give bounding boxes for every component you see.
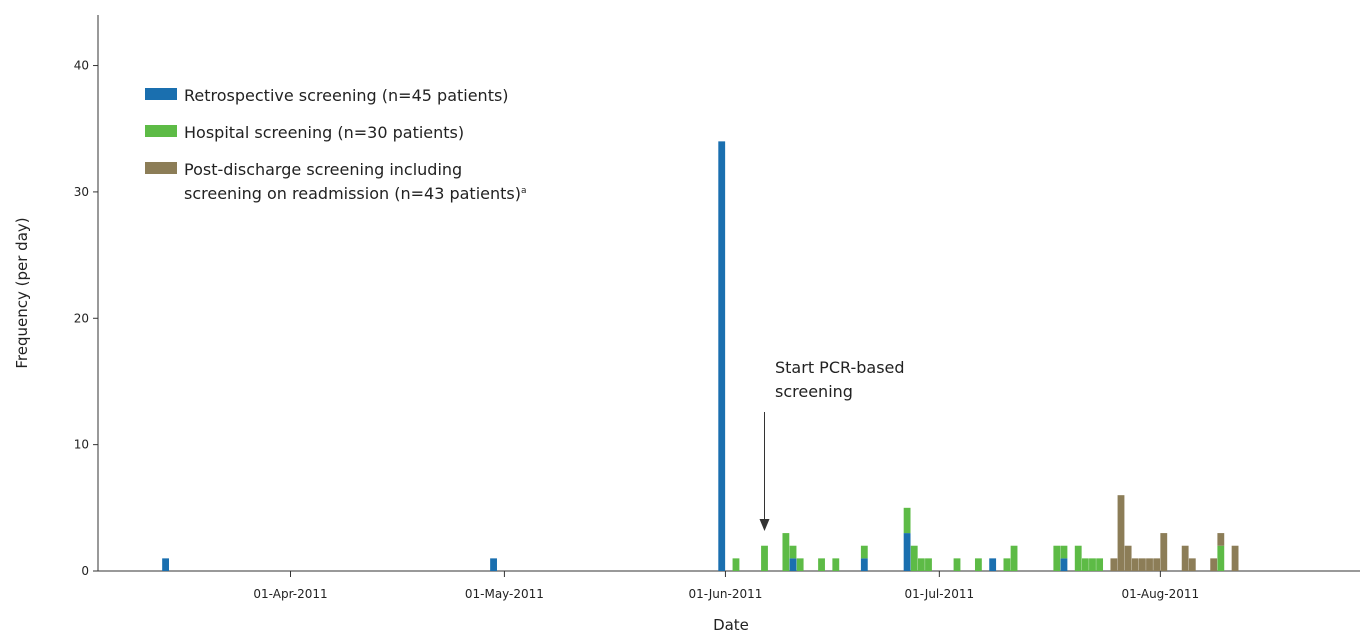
legend-swatch-2: [145, 125, 177, 137]
bar-series-2: [1053, 545, 1061, 571]
bar-series-2: [974, 558, 982, 571]
legend-swatch-3: [145, 162, 177, 174]
bar-series-2: [1081, 558, 1089, 571]
x-axis-label: Date: [713, 616, 749, 634]
bar-series-1: [903, 533, 911, 571]
bar-series-2: [925, 558, 932, 571]
annotation-arrow-head: [759, 519, 770, 531]
bars: [162, 141, 1239, 571]
pcr-annotation: Start PCR-based screening: [759, 358, 905, 531]
bar-series-2: [732, 558, 740, 571]
x-ticks: 01-Apr-2011 01-May-2011 01-Jun-2011 01-Jul-…: [253, 571, 1199, 601]
annotation-text: screening: [775, 382, 853, 401]
bar-series-2: [789, 545, 797, 559]
bar-series-2: [910, 545, 918, 571]
bar-series-1: [789, 558, 797, 571]
bar-series-1: [162, 558, 169, 571]
bar-series-3: [1131, 558, 1139, 571]
x-tick-label: 01-Apr-2011: [253, 587, 327, 601]
legend-label-3: screening on readmission (n=43 patients)…: [184, 184, 527, 203]
bar-series-3: [1146, 558, 1153, 571]
bar-series-1: [1060, 558, 1068, 571]
bar-series-2: [903, 507, 911, 534]
bar-series-2: [860, 545, 868, 559]
bar-series-2: [1089, 558, 1096, 571]
bar-series-3: [1181, 545, 1189, 571]
y-tick-label: 40: [74, 59, 89, 73]
bar-series-2: [1217, 545, 1225, 571]
bar-series-1: [718, 141, 726, 571]
bar-series-2: [1003, 558, 1011, 571]
x-tick-label: 01-Jun-2011: [688, 587, 762, 601]
bar-series-3: [1160, 533, 1168, 571]
y-tick-label: 0: [81, 564, 89, 578]
legend: Retrospective screening (n=45 patients) H…: [145, 86, 527, 203]
bar-series-1: [490, 558, 497, 571]
bar-series-1: [860, 558, 868, 571]
x-tick-label: 01-Aug-2011: [1122, 587, 1200, 601]
legend-label-2: Hospital screening (n=30 patients): [184, 123, 464, 142]
annotation-text: Start PCR-based: [775, 358, 905, 377]
bar-series-3: [1138, 558, 1146, 571]
bar-series-2: [917, 558, 925, 571]
x-tick-label: 01-May-2011: [465, 587, 544, 601]
bar-series-2: [1060, 545, 1068, 559]
bar-series-3: [1110, 558, 1118, 571]
plot-area: 0 10 20 30 40 01-Apr-2011 01-May-2011 01-Jun-2…: [74, 15, 1360, 601]
bar-series-3: [1210, 558, 1218, 571]
bar-series-2: [953, 558, 961, 571]
bar-series-2: [1074, 545, 1082, 571]
bar-series-2: [818, 558, 825, 571]
y-ticks: 0 10 20 30 40: [74, 59, 98, 578]
bar-series-3: [1124, 545, 1132, 571]
bar-series-3: [1217, 533, 1225, 546]
bar-series-1: [989, 558, 997, 571]
y-axis-label: Frequency (per day): [13, 217, 31, 368]
y-tick-label: 20: [74, 311, 89, 325]
bar-series-2: [1096, 558, 1104, 571]
bar-series-3: [1231, 545, 1239, 571]
bar-series-2: [761, 545, 768, 571]
bar-series-2: [832, 558, 840, 571]
y-tick-label: 30: [74, 185, 89, 199]
bar-series-2: [796, 558, 804, 571]
x-tick-label: 01-Jul-2011: [905, 587, 975, 601]
legend-label-3: Post-discharge screening including: [184, 160, 462, 179]
legend-label-1: Retrospective screening (n=45 patients): [184, 86, 509, 105]
bar-series-3: [1117, 495, 1125, 571]
bar-series-2: [1010, 545, 1018, 571]
y-tick-label: 10: [74, 438, 89, 452]
bar-series-2: [782, 533, 790, 571]
bar-series-3: [1153, 558, 1161, 571]
legend-swatch-1: [145, 88, 177, 100]
bar-series-3: [1188, 558, 1196, 571]
